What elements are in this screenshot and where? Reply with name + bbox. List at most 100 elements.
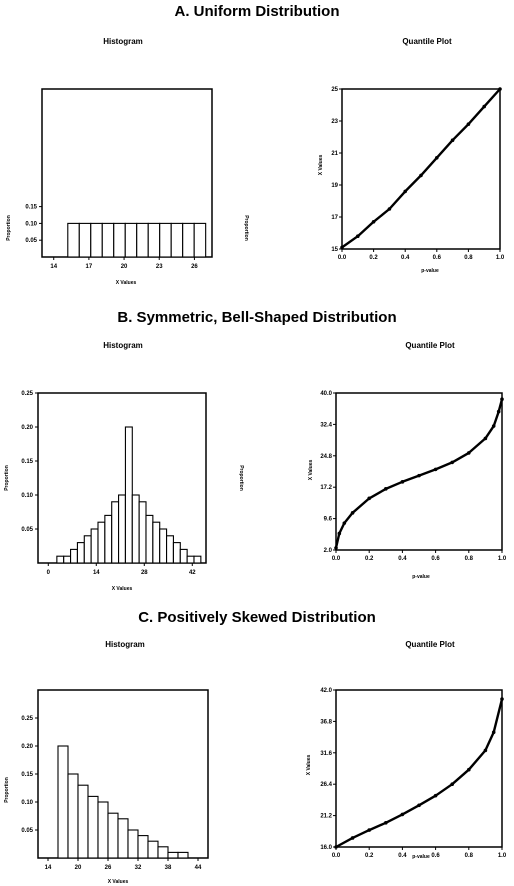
quantile-c-ylabel: X Values — [306, 755, 312, 776]
quantile-a-point-5 — [419, 173, 423, 178]
quantile-c-ytick-3: 31.6 — [320, 751, 332, 757]
quantile-c-curve — [334, 697, 504, 849]
quantile-b-point-1 — [337, 531, 342, 536]
quantile-a-xtick-2: 0.4 — [401, 255, 410, 261]
quantile-b-ytick-4: 32.4 — [320, 422, 332, 428]
histogram-b-xlabel: X Values — [112, 586, 133, 592]
quantile-a-point-4 — [403, 189, 408, 194]
quantile-a-ytick-2: 19 — [331, 183, 338, 189]
quantile-c-point-1 — [350, 836, 355, 840]
histogram-c-bar-2 — [77, 784, 89, 859]
histogram-c-bar-10 — [157, 846, 169, 859]
quantile-a-ytick-5: 25 — [331, 87, 338, 93]
quantile-a-point-2 — [371, 220, 376, 224]
quantile-c-ytick-2: 26.4 — [320, 782, 332, 788]
histogram-a-ylabel-right: Proportion — [243, 215, 249, 241]
quantile-b-point-7 — [417, 473, 421, 478]
histogram-b-bar-3 — [76, 542, 85, 564]
quantile-b-ytick-3: 24.8 — [320, 454, 332, 460]
histogram-a-title: Histogram — [103, 37, 143, 46]
quantile-a-frame — [341, 88, 501, 250]
quantile-c-xtick-0: 0.0 — [332, 853, 341, 859]
histogram-c-xlabel: X Values — [108, 879, 129, 885]
quantile-b-title: Quantile Plot — [405, 341, 455, 350]
histogram-b-bar-13 — [145, 514, 154, 564]
histogram-a-xlabel: X Values — [116, 280, 137, 286]
histogram-b-bar-19 — [186, 555, 195, 564]
quantile-c-xtick-2: 0.4 — [398, 853, 407, 859]
histogram-b-xtick-0: 0 — [47, 570, 51, 576]
histogram-c-ytick-4: 0.25 — [21, 716, 33, 722]
quantile-c-point-5 — [417, 803, 421, 808]
quantile-c-xtick-1: 0.2 — [365, 853, 374, 859]
histogram-b-ylabel: Proportion — [4, 465, 10, 491]
histogram-a-bar-5 — [124, 222, 138, 258]
quantile-a-ytick-1: 17 — [331, 215, 338, 221]
quantile-c-point-6 — [433, 793, 438, 798]
quantile-b-point-11 — [483, 436, 488, 441]
quantile-b-point-2 — [342, 521, 347, 525]
histogram-a-bar-11 — [193, 222, 207, 258]
histogram-c-bar-3 — [87, 795, 99, 859]
histogram-b-bar-20 — [193, 555, 202, 564]
histogram-a-xtick-0: 14 — [50, 264, 57, 270]
quantile-a-xtick-0: 0.0 — [338, 255, 347, 261]
histogram-b-title: Histogram — [103, 341, 143, 350]
quantile-b-point-14 — [500, 397, 504, 401]
histogram-a-bar-4 — [113, 222, 126, 258]
quantile-c-xtick-4: 0.8 — [465, 853, 474, 859]
histogram-c-ytick-1: 0.10 — [21, 800, 33, 806]
histogram-c-bar-11 — [167, 851, 179, 859]
histogram-b-bar-6 — [97, 521, 106, 564]
histogram-b-ytick-0: 0.05 — [21, 527, 33, 533]
quantile-a-point-7 — [450, 138, 455, 142]
quantile-b-point-10 — [467, 451, 471, 455]
histogram-c-xtick-5: 44 — [195, 865, 202, 871]
quantile-a-title: Quantile Plot — [402, 37, 452, 46]
quantile-b-point-0 — [334, 546, 338, 550]
quantile-b-frame — [335, 392, 503, 551]
quantile-c-point-2 — [367, 828, 372, 832]
histogram-c-ytick-0: 0.05 — [21, 828, 33, 834]
histogram-b-bar-17 — [172, 542, 181, 564]
histogram-a-bar-0 — [67, 222, 80, 258]
quantile-c-ytick-4: 36.8 — [320, 719, 332, 725]
histogram-a-bar-2 — [90, 222, 103, 258]
quantile-b-ytick-2: 17.2 — [320, 485, 332, 491]
quantile-b-ytick-1: 9.6 — [324, 517, 333, 523]
quantile-b-ylabel: X Values — [308, 460, 314, 481]
histogram-c-bar-9 — [147, 840, 159, 859]
quantile-c-xtick-3: 0.6 — [431, 853, 440, 859]
quantile-c-point-9 — [483, 748, 488, 753]
quantile-b-point-6 — [400, 480, 405, 484]
quantile-b-xtick-1: 0.2 — [365, 556, 374, 562]
quantile-c-point-4 — [400, 812, 405, 817]
histogram-b-bar-7 — [104, 514, 113, 564]
histogram-b-bar-15 — [159, 528, 168, 564]
histogram-c-xtick-3: 32 — [135, 865, 142, 871]
quantile-c-xlabel: p-value — [412, 854, 430, 860]
histogram-b-bar-11 — [131, 494, 140, 564]
quantile-c-ytick-5: 42.0 — [320, 688, 332, 694]
histogram-b-bar-2 — [70, 548, 78, 564]
quantile-b-point-12 — [491, 424, 496, 428]
histogram-b-ytick-3: 0.20 — [21, 425, 33, 431]
quantile-a-point-0 — [340, 245, 344, 250]
histogram-c-bar-0 — [57, 745, 69, 859]
section-a-title: A. Uniform Distribution — [175, 3, 340, 20]
histogram-c-bar-5 — [107, 812, 119, 859]
histogram-a-xtick-1: 17 — [86, 264, 93, 270]
quantile-a-xtick-3: 0.6 — [433, 255, 442, 261]
histogram-a-bar-7 — [147, 222, 161, 258]
quantile-c-frame — [335, 689, 503, 848]
quantile-c-xtick-5: 1.0 — [498, 853, 507, 859]
histogram-c-bar-6 — [117, 818, 129, 859]
quantile-c-ytick-0: 16.0 — [320, 845, 332, 851]
histogram-a-xtick-3: 23 — [156, 264, 163, 270]
quantile-c-point-10 — [491, 730, 496, 735]
histogram-a-bar-10 — [182, 222, 195, 258]
quantile-b-xtick-2: 0.4 — [398, 556, 407, 562]
histogram-c-ylabel: Proportion — [4, 777, 10, 803]
quantile-a-ylabel: X Values — [318, 155, 324, 176]
